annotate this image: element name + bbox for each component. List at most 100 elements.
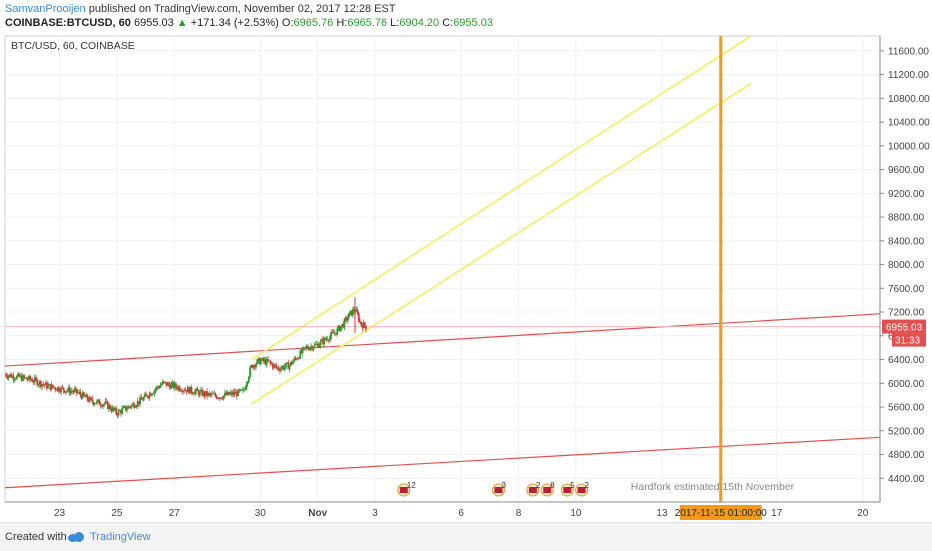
event-flag-icon [494,487,503,493]
candle-body [255,364,257,368]
candle-body [351,309,354,316]
candle-body [247,377,250,382]
candle-body [319,341,322,346]
candle-body [209,393,212,395]
candle-body [332,332,335,334]
candle-body [363,322,366,327]
candle-body [282,366,285,370]
candle-body [8,374,11,376]
candle-body [359,321,361,323]
candle-body [154,389,157,391]
candle-body [143,393,146,398]
candle-body [347,317,349,321]
candle-body [61,387,64,389]
candle-body [317,343,320,348]
candle-body [30,379,33,381]
candle-body [79,391,82,395]
candle-body [264,359,267,365]
candle-body [201,389,204,396]
candle-body [251,365,254,368]
candle-body [277,367,280,370]
y-tick-label: 7600.00 [888,284,925,295]
candle-body [172,382,175,388]
candle-body [310,346,312,348]
candle-body [55,389,58,391]
candle-body [102,404,104,407]
candle-body [232,391,235,395]
x-tick-label: Nov [308,508,327,519]
candle-body [215,396,218,399]
y-tick-label: 5600.00 [888,403,925,414]
candle-body [230,392,232,394]
last-price: 6955.03 [133,17,174,29]
candle-body [348,312,351,318]
candle-body [324,337,327,340]
candle-body [318,345,321,348]
candle-body [213,393,216,395]
price-chart[interactable]: 12 3 2 8 5 2 Hardfork estimated 15th NovemberB… [0,32,932,522]
candle-body [12,375,15,380]
annotation-text: Hardfork estimated 15th November [631,481,795,493]
candle-body [130,404,133,408]
author-link[interactable]: SamvanProoijen [5,3,86,15]
candle-body [85,394,88,398]
candle-body [288,365,291,370]
candle-body [100,405,103,407]
candle-body [292,361,294,364]
candle-body [335,333,338,335]
candle-body [103,403,106,405]
event-flag-icon [399,487,408,493]
x-tick-label: 20 [857,508,869,519]
publish-info: published on TradingView.com, November 0… [88,3,396,15]
candle-body [26,379,29,380]
candle-body [48,384,51,386]
candle-body [237,389,239,397]
candle-body [141,399,144,401]
candle-body [128,406,131,408]
candle-body [96,400,98,404]
candle-body [313,344,316,348]
candle-body [167,382,170,385]
y-tick-label: 6000.00 [888,379,925,390]
candle-body [261,358,263,361]
tradingview-link[interactable]: TradingView [90,531,151,543]
candle-body [151,394,153,396]
candle-body [275,365,278,368]
candle-body [192,393,195,395]
candle-body [28,376,30,380]
candle-body [91,398,94,402]
candle-body [170,384,173,389]
candle-body [239,389,242,391]
y-tick-label: 11600.00 [888,46,929,57]
candle-body [11,375,14,378]
candle-body [88,397,91,402]
y-tick-label: 5200.00 [888,426,925,437]
candle-body [200,389,202,392]
candle-body [268,360,271,362]
x-tick-label: 17 [771,508,783,519]
candle-body [202,391,205,396]
candle-body [140,397,143,400]
candle-body [110,409,113,412]
candle-body [147,397,150,398]
candle-body [86,394,89,400]
candle-body [308,347,311,350]
candle-body [322,339,324,344]
candle-body [283,366,286,370]
candle-body [20,375,23,381]
candle-body [337,325,340,329]
candle-body [177,386,180,390]
candle-body [357,314,360,322]
candle-body [115,408,118,414]
x-tick-label: 30 [255,508,267,519]
candle-body [312,347,315,350]
candle-body [197,391,200,396]
candle-body [127,406,130,409]
candle-body [67,387,70,391]
low-value: 6904.20 [399,17,440,29]
candle-body [263,359,266,362]
candle-body [49,384,52,390]
candle-body [235,391,238,397]
candle-body [285,363,287,367]
candle-body [50,384,53,390]
